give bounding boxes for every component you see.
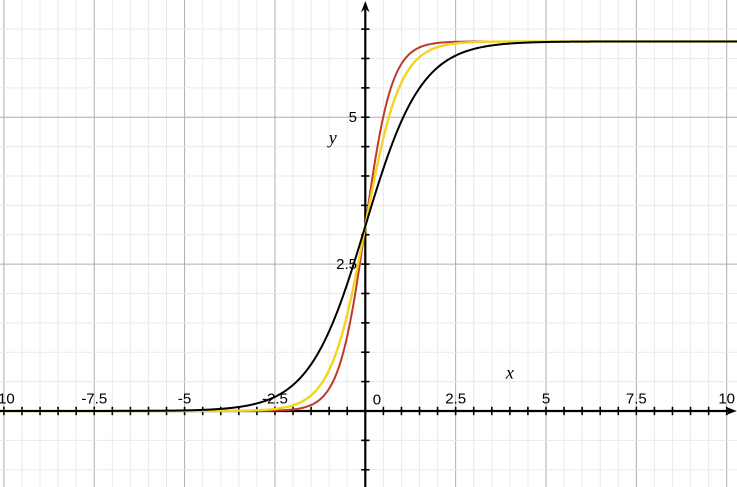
svg-text:y: y bbox=[327, 128, 337, 148]
svg-text:-2.5: -2.5 bbox=[262, 391, 288, 408]
svg-text:-10: -10 bbox=[0, 391, 15, 408]
svg-text:5: 5 bbox=[349, 109, 357, 126]
svg-text:5: 5 bbox=[542, 391, 550, 408]
svg-text:2.5: 2.5 bbox=[445, 391, 466, 408]
svg-text:0: 0 bbox=[373, 391, 381, 408]
svg-text:-5: -5 bbox=[178, 391, 191, 408]
svg-text:7.5: 7.5 bbox=[626, 391, 647, 408]
svg-text:10: 10 bbox=[718, 391, 735, 408]
svg-text:x: x bbox=[505, 363, 514, 383]
svg-text:-7.5: -7.5 bbox=[81, 391, 107, 408]
